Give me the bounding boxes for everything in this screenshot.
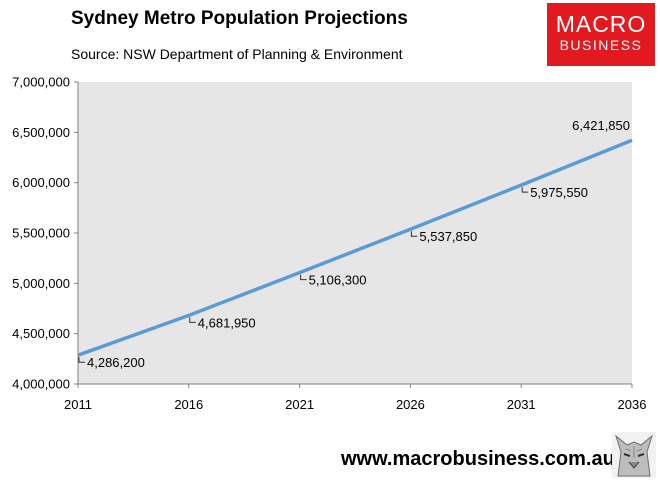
data-label-leader [189,317,196,323]
data-label: 5,975,550 [530,185,588,200]
x-tick-label: 2011 [64,397,92,412]
x-tick-label: 2016 [174,397,203,412]
macrobusiness-logo: MACRO BUSINESS [547,3,655,66]
y-tick-label: 4,000,000 [12,377,70,392]
data-label: 5,537,850 [419,229,477,244]
logo-line-1: MACRO [555,11,647,37]
y-tick-label: 5,000,000 [12,276,70,291]
data-label-leader [78,357,85,363]
data-label-leader [521,187,529,193]
data-label-leader [410,231,418,237]
data-labels: 4,286,200 4,681,950 5,106,300 5,537,850 5,97… [78,118,630,370]
population-series-line [77,138,633,357]
chart-source: Source: NSW Department of Planning & Env… [71,46,403,62]
y-tick-label: 5,500,000 [12,226,70,241]
x-axis: 2011 2016 2021 2026 2031 2036 [64,384,646,412]
website-url[interactable]: www.macrobusiness.com.au [341,448,615,470]
y-tick-label: 6,500,000 [12,125,70,140]
y-tick-label: 7,000,000 [12,75,70,90]
data-label: 4,681,950 [198,315,256,330]
data-label: 4,286,200 [87,355,145,370]
logo-line-2: BUSINESS [559,37,643,53]
plot-area [78,82,632,384]
x-tick-label: 2036 [618,397,647,412]
y-tick-label: 6,000,000 [12,175,70,190]
wolf-logo-icon [612,432,656,478]
data-label: 5,106,300 [309,273,367,288]
x-tick-label: 2031 [507,397,536,412]
data-label: 6,421,850 [572,118,630,133]
data-label-leader [300,274,307,281]
chart-title: Sydney Metro Population Projections [71,8,408,29]
x-tick-label: 2026 [396,397,425,412]
y-axis: 4,000,000 4,500,000 5,000,000 5,500,000 6,00… [12,75,78,392]
x-tick-label: 2021 [285,397,314,412]
y-tick-label: 4,500,000 [12,326,70,341]
